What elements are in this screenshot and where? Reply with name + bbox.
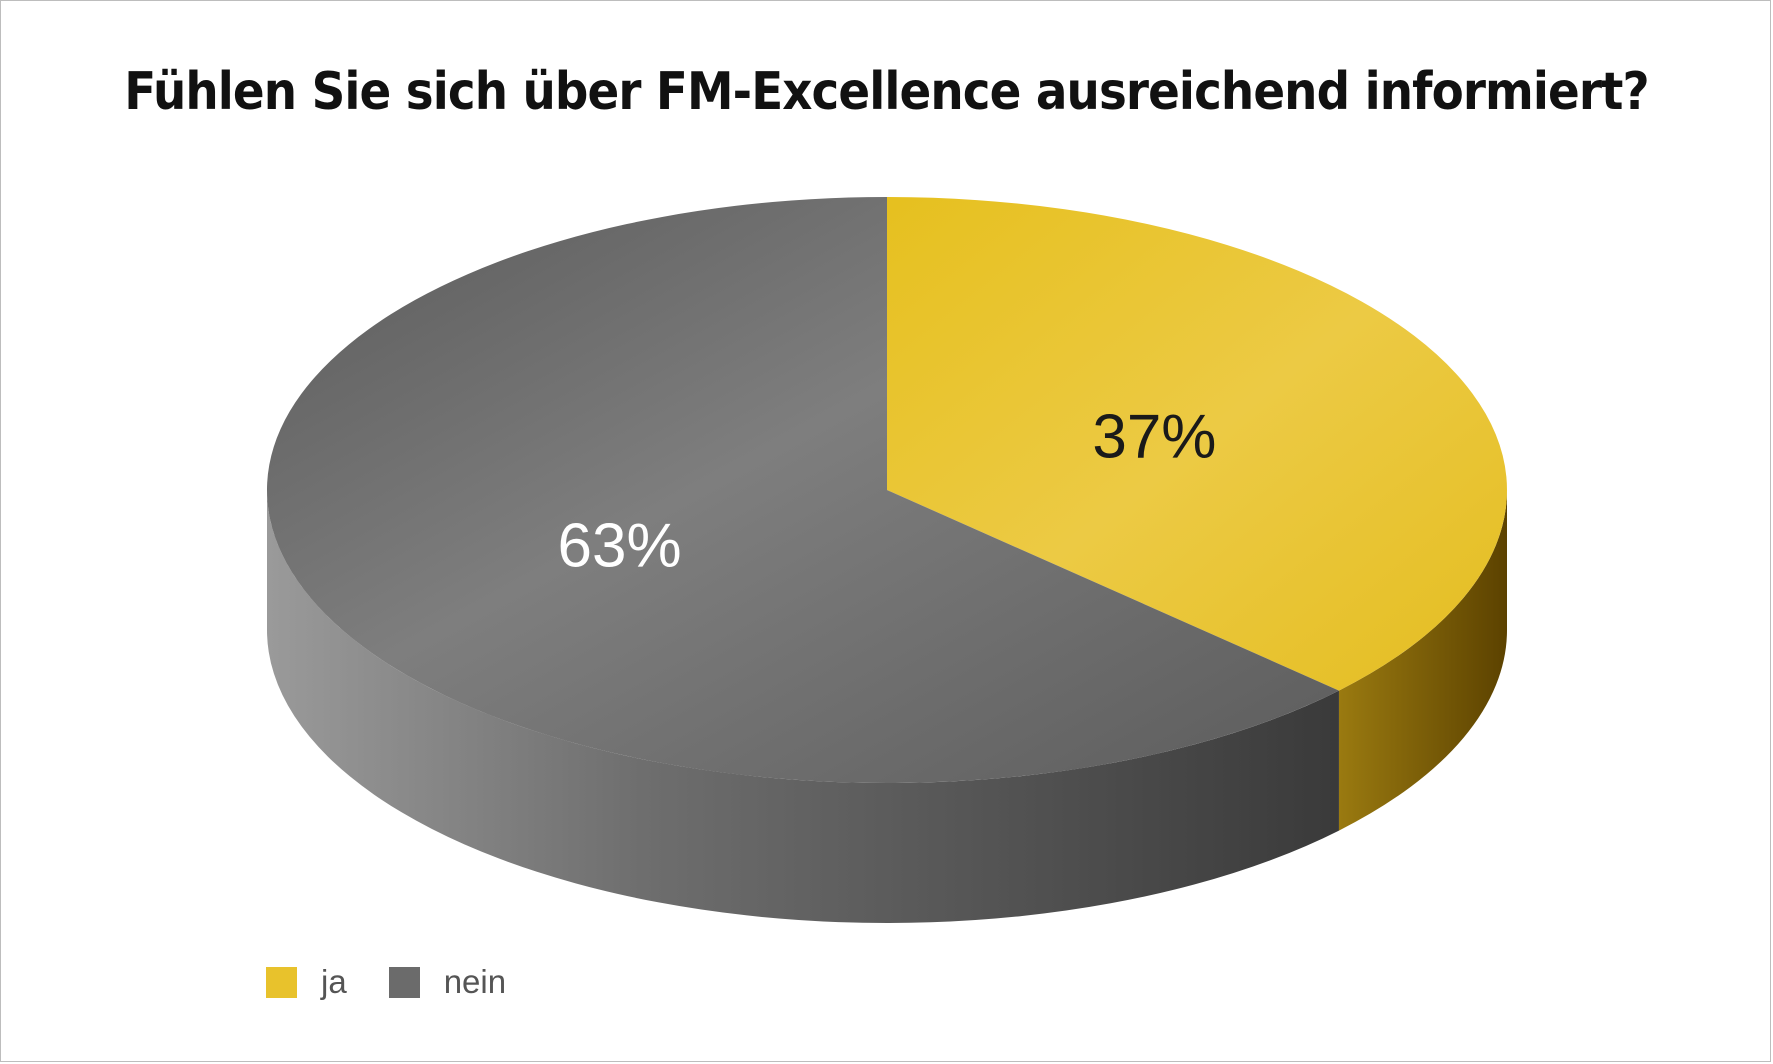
legend-swatch-nein	[388, 966, 420, 998]
pie-side-ja	[1338, 490, 1507, 831]
chart-title: Fühlen Sie sich über FM-Excellence ausre…	[124, 62, 1649, 122]
legend-item-ja: ja	[266, 963, 347, 1001]
legend: ja nein	[266, 963, 548, 1001]
pie-side-nein	[267, 490, 1339, 923]
legend-label-nein: nein	[443, 963, 507, 1000]
legend-swatch-ja	[266, 966, 297, 998]
pie-slice-nein	[266, 197, 1339, 783]
data-label-nein: 63%	[558, 512, 682, 581]
legend-item-nein: nein	[388, 963, 507, 1001]
data-label-ja: 37%	[1092, 402, 1216, 471]
pie-slice-ja	[887, 197, 1507, 691]
legend-label-ja: ja	[321, 963, 347, 1000]
